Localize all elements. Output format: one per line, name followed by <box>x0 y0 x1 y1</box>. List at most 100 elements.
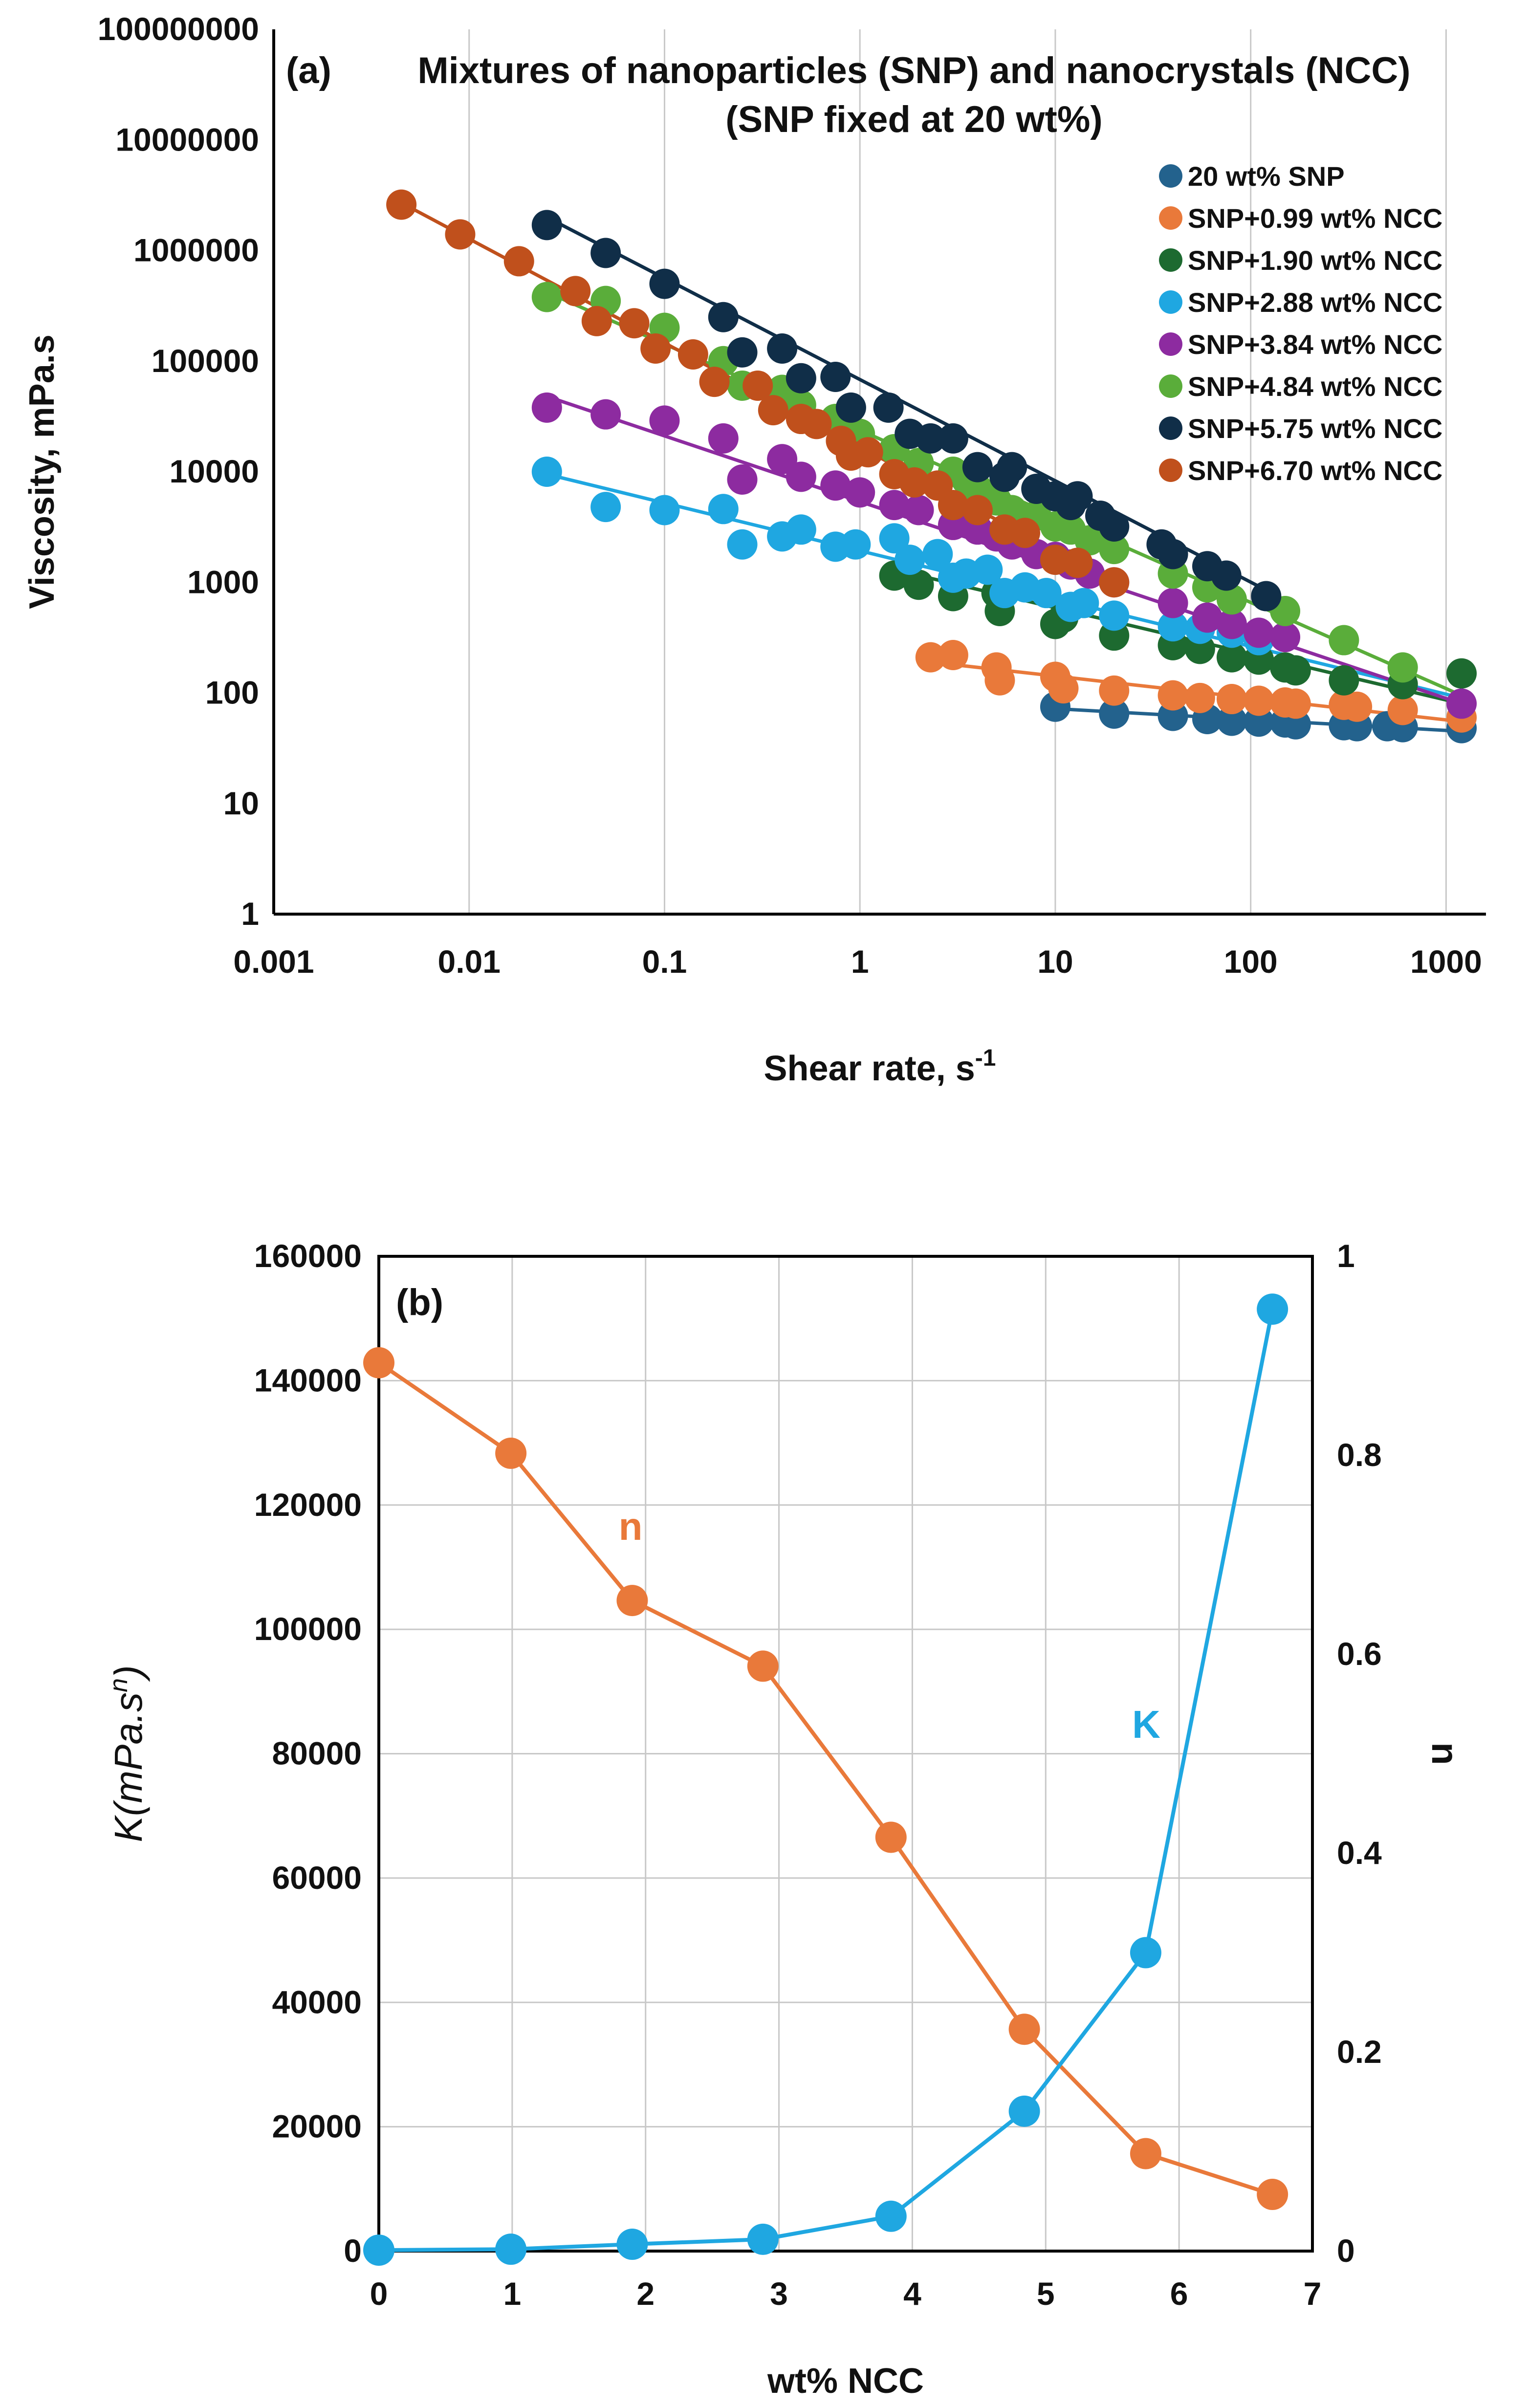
b-y-tick-label: 140000 <box>254 1362 362 1398</box>
a-data-point <box>840 529 871 560</box>
a-x-tick-label: 0.1 <box>642 943 687 980</box>
panel-b-chart: 0 1 2 3 4 5 6 702000040000600008000010000012000… <box>105 1238 1465 2401</box>
a-x-tick-label: 100 <box>1224 943 1278 980</box>
a-y-tick-label: 100000 <box>152 343 259 379</box>
panel-a-chart: 0.001 0.01 0.1 1 10 100 1000 1 10 100 1000 10000 100… <box>22 11 1486 1088</box>
a-y-tick-label: 10000 <box>169 453 259 489</box>
a-data-point <box>972 554 1003 585</box>
a-data-point <box>786 461 816 492</box>
b-data-point <box>363 1347 394 1379</box>
b-x-tick-label: 6 <box>1170 2276 1188 2312</box>
b-y-tick-label: 20000 <box>272 2108 362 2145</box>
a-data-point <box>1099 511 1130 542</box>
a-data-point <box>1329 625 1359 656</box>
b-data-point <box>747 1650 779 1682</box>
b-data-point <box>1257 2179 1288 2211</box>
a-data-point <box>845 477 875 508</box>
a-x-tick-label: 10 <box>1037 943 1073 980</box>
a-data-point <box>1446 688 1477 719</box>
a-legend-marker <box>1159 206 1182 230</box>
a-legend-marker <box>1159 416 1182 440</box>
a-data-point <box>1074 525 1105 556</box>
a-panel-label: (a) <box>286 50 331 91</box>
a-y-tick-label: 100000000 <box>98 11 259 47</box>
b-y-tick-label: 120000 <box>254 1487 362 1523</box>
b-x-tick-label: 3 <box>770 2276 788 2312</box>
b-y2-tick-label: 1 <box>1337 1238 1355 1274</box>
b-data-point <box>363 2234 394 2266</box>
a-data-point <box>938 490 968 521</box>
b-x-axis-label: wt% NCC <box>767 2362 924 2401</box>
a-data-point <box>531 392 562 423</box>
a-data-point <box>899 467 930 498</box>
b-data-point <box>875 2200 907 2232</box>
a-data-point <box>727 529 758 560</box>
a-data-point <box>1157 588 1188 618</box>
a-data-point <box>708 494 739 525</box>
a-data-point <box>1446 658 1477 689</box>
b-data-point <box>1008 2095 1040 2127</box>
b-panel-label: (b) <box>396 1282 443 1323</box>
a-data-point <box>1184 682 1215 713</box>
b-x-tick-label: 0 <box>370 2276 388 2312</box>
b-data-point <box>616 2229 648 2260</box>
a-legend-label: SNP+5.75 wt% NCC <box>1188 413 1442 444</box>
b-y2-tick-label: 0.6 <box>1337 1636 1382 1672</box>
b-y2-tick-label: 0 <box>1337 2233 1355 2269</box>
a-legend-marker <box>1159 459 1182 482</box>
a-data-point <box>962 452 993 482</box>
a-data-point <box>758 395 788 426</box>
a-data-point <box>879 490 910 521</box>
b-x-tick-label: 4 <box>903 2276 921 2312</box>
b-y2-tick-label: 0.4 <box>1337 1835 1382 1871</box>
a-data-point <box>1192 602 1222 633</box>
b-y-tick-label: 100000 <box>254 1611 362 1647</box>
a-data-point <box>915 423 946 454</box>
b-y-tick-label: 60000 <box>272 1860 362 1896</box>
a-data-point <box>1069 588 1099 618</box>
b-plot-frame <box>377 1255 1314 2253</box>
a-data-point <box>1216 705 1247 736</box>
b-x-tick-label: 5 <box>1037 2276 1055 2312</box>
a-data-point <box>590 238 621 268</box>
a-data-point <box>1099 567 1130 598</box>
a-data-point <box>619 308 650 339</box>
b-series-line <box>378 1309 1275 2253</box>
a-data-point <box>801 409 832 439</box>
a-x-tick-label: 1 <box>851 943 869 980</box>
a-title: Mixtures of nanoparticles (SNP) and nano… <box>417 50 1410 91</box>
a-data-point <box>873 392 904 423</box>
a-data-point <box>560 276 591 306</box>
a-x-tick-label: 0.001 <box>233 943 314 980</box>
b-x-tick-label: 1 <box>503 2276 521 2312</box>
a-data-point <box>699 367 730 397</box>
a-x-tick-label: 0.01 <box>438 943 501 980</box>
a-data-point <box>786 363 816 394</box>
a-data-point <box>767 444 798 475</box>
a-legend-marker <box>1159 332 1182 356</box>
a-data-point <box>922 539 953 569</box>
a-data-point <box>820 470 851 501</box>
a-data-point <box>649 495 680 525</box>
a-data-point <box>767 333 798 364</box>
a-data-point <box>708 302 739 332</box>
a-data-point <box>1099 698 1130 729</box>
a-y-tick-label: 10000000 <box>115 121 259 157</box>
a-data-point <box>903 569 934 600</box>
a-data-point <box>531 457 562 487</box>
a-x-axis-label: Shear rate, s-1 <box>764 1045 996 1088</box>
b-y-tick-label: 40000 <box>272 1984 362 2020</box>
a-data-point <box>1216 609 1247 639</box>
a-data-point <box>1157 680 1188 711</box>
a-legend-marker <box>1159 164 1182 188</box>
a-data-point <box>1099 675 1130 706</box>
b-series-line <box>377 1361 1273 2196</box>
a-data-point <box>895 545 925 575</box>
a-data-point <box>1216 584 1247 615</box>
b-data-point <box>747 2223 779 2255</box>
a-legend-label: SNP+2.88 wt% NCC <box>1188 287 1442 318</box>
a-data-point <box>677 339 708 370</box>
b-data-point <box>495 1437 527 1469</box>
a-data-point <box>835 392 866 423</box>
